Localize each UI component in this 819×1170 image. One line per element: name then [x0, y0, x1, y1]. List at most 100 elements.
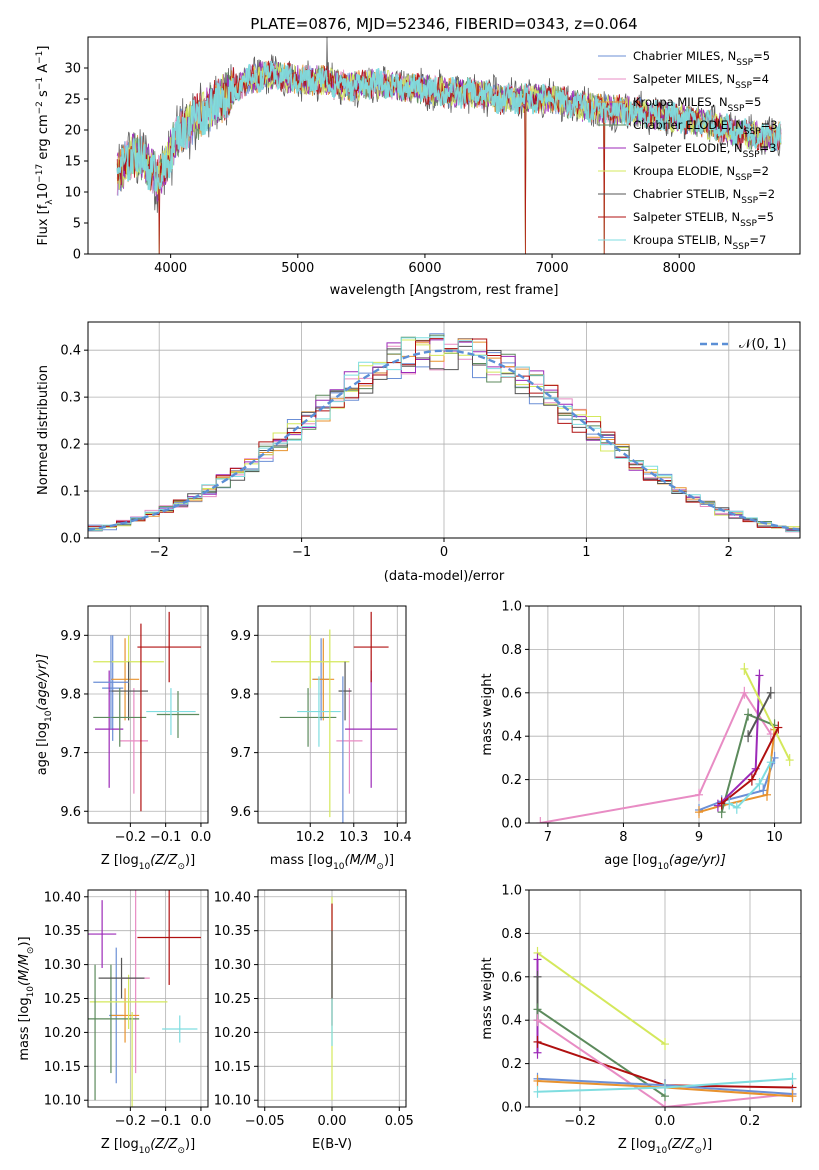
x-tick-label: −0.2 [564, 1114, 596, 1129]
y-tick-label: 0.1 [60, 485, 81, 500]
y-tick-label: 10.10 [214, 1094, 251, 1109]
label-part: 10 [139, 1146, 151, 1156]
y-tick-label: 9.8 [60, 687, 81, 702]
x-tick-label: 8 [619, 830, 627, 845]
y-tick-label: 9.9 [60, 629, 81, 644]
x-tick-label: 0.00 [318, 1114, 347, 1129]
plot-area [271, 611, 398, 823]
label-part: 10 [36, 183, 51, 200]
x-tick-label: 6000 [408, 261, 441, 276]
y-tick-label: 0.8 [501, 643, 522, 658]
y-tick-label: 10.25 [214, 992, 251, 1007]
x-tick-label: 9 [695, 830, 703, 845]
label-part: =2 [752, 164, 769, 178]
label-part: =3 [760, 141, 777, 155]
x-tick-label: −0.1 [150, 830, 182, 845]
plot-area [93, 611, 201, 812]
x-tick-label: 10.4 [383, 830, 412, 845]
y-tick-label: 25 [64, 93, 81, 108]
x-tick-label: 7 [544, 830, 552, 845]
label-part: age [log [35, 722, 50, 775]
x-tick-label: 1 [582, 545, 590, 560]
y-tick-label: 0.2 [501, 1057, 522, 1072]
x-tick-label: −2 [150, 545, 169, 560]
y-tick-label: 10.20 [44, 1026, 81, 1041]
weight-line-6 [747, 692, 772, 737]
y-tick-label: 0.3 [60, 391, 81, 406]
label-part: Z [log [618, 1137, 656, 1152]
label-part: Salpeter ELODIE, N [633, 141, 743, 155]
y-tick-label: 1.0 [501, 884, 522, 899]
y-tick-label: 9.7 [230, 746, 251, 761]
label-part: =3 [761, 118, 778, 132]
chart-title: PLATE=0876, MJD=52346, FIBERID=0343, z=0… [250, 15, 637, 33]
x-tick-label: −1 [292, 545, 311, 560]
weight_vs_Z-panel: −0.2 0.0 0.2 0.0 0.2 0.4 0.6 0.8 1.0 Z [log10(Z/Z… [480, 884, 802, 1156]
legend: Chabrier MILES, NSSP=5 Salpeter MILES, NS… [598, 49, 778, 252]
y-tick-label: 0.4 [60, 344, 81, 359]
x-axis-label: (data-model)/error [384, 569, 505, 584]
label-part: Kroupa STELIB, N [633, 233, 733, 247]
x-axis-label: Z [log10(Z/Z⊙)] [101, 853, 195, 872]
spectrum-line-8 [116, 61, 782, 192]
label-part: =5 [744, 95, 761, 109]
label-part: =7 [749, 233, 766, 247]
legend-entry: Chabrier MILES, NSSP=5 [633, 49, 770, 68]
y-tick-label: 0.0 [501, 1101, 522, 1116]
y-tick-label: 0.2 [60, 438, 81, 453]
label-part: λ [45, 199, 55, 205]
label-part: Flux [f [36, 204, 51, 245]
y-axis-label: Normed distribution [36, 365, 51, 495]
x-tick-label: 10.2 [296, 830, 325, 845]
label-part: mass [log [17, 997, 32, 1060]
label-part: =5 [753, 49, 770, 63]
weight-line-5 [536, 1019, 793, 1107]
x-tick-label: 0.0 [191, 1114, 212, 1129]
label-part: Z [log [101, 853, 139, 868]
label-part: erg cm [36, 114, 51, 163]
weight-line-5 [743, 668, 791, 761]
label-part: (M/M [345, 853, 377, 868]
y-tick-label: 10.30 [44, 958, 81, 973]
y-axis-label: mass weight [480, 673, 495, 755]
x-tick-label: −0.2 [115, 830, 147, 845]
label-part: Chabrier ELODIE, N [633, 118, 744, 132]
label-part: (Z/Z [667, 1137, 695, 1152]
label-part: )] [702, 1137, 712, 1152]
label-part: )] [17, 936, 32, 946]
y-tick-label: 0.4 [501, 730, 522, 745]
axes-frame [528, 605, 802, 824]
x-tick-label: 0.0 [655, 1114, 676, 1129]
mass_vs_Z-panel: −0.2 −0.1 0.0 10.10 10.15 10.20 10.25 10.30 10.3… [17, 889, 212, 1156]
plot-area [533, 946, 797, 1107]
label-part: (age/yr)] [35, 654, 50, 711]
x-tick-label: 0.05 [385, 1114, 414, 1129]
legend-entry: Kroupa ELODIE, NSSP=2 [633, 164, 769, 183]
label-part: ] [36, 46, 51, 51]
label-part: SSP [735, 173, 752, 183]
age_vs_mass-panel: 10.2 10.3 10.4 9.6 9.7 9.8 9.9 mass [log10(M/M⊙… [230, 605, 412, 872]
label-part: )] [384, 853, 394, 868]
label-part: 10 [139, 862, 151, 872]
label-part: =2 [758, 187, 775, 201]
spectrum-panel: 4000 5000 6000 7000 8000 0 5 10 15 20 25 30 PLATE=08… [35, 15, 801, 298]
label-part: Kroupa MILES, N [633, 95, 728, 109]
x-tick-label: 4000 [154, 261, 187, 276]
x-tick-label: 2 [725, 545, 733, 560]
x-tick-label: −0.1 [150, 1114, 182, 1129]
x-axis-label: wavelength [Angstrom, rest frame] [330, 283, 559, 298]
label-part: 10 [657, 862, 669, 872]
label-part: =5 [757, 210, 774, 224]
label-part: SSP [741, 196, 758, 206]
y-tick-label: 0.4 [501, 1014, 522, 1029]
label-part: ⊙ [26, 947, 36, 955]
label-part: (Z/Z [150, 853, 178, 868]
y-tick-label: 5 [73, 217, 81, 232]
legend-entry: Salpeter MILES, NSSP=4 [633, 72, 769, 91]
label-part: Z [log [101, 1137, 139, 1152]
label-part: SSP [744, 127, 761, 137]
x-axis-label: E(B-V) [312, 1137, 352, 1152]
x-tick-label: −0.2 [115, 1114, 147, 1129]
label-part: −17 [35, 164, 45, 183]
